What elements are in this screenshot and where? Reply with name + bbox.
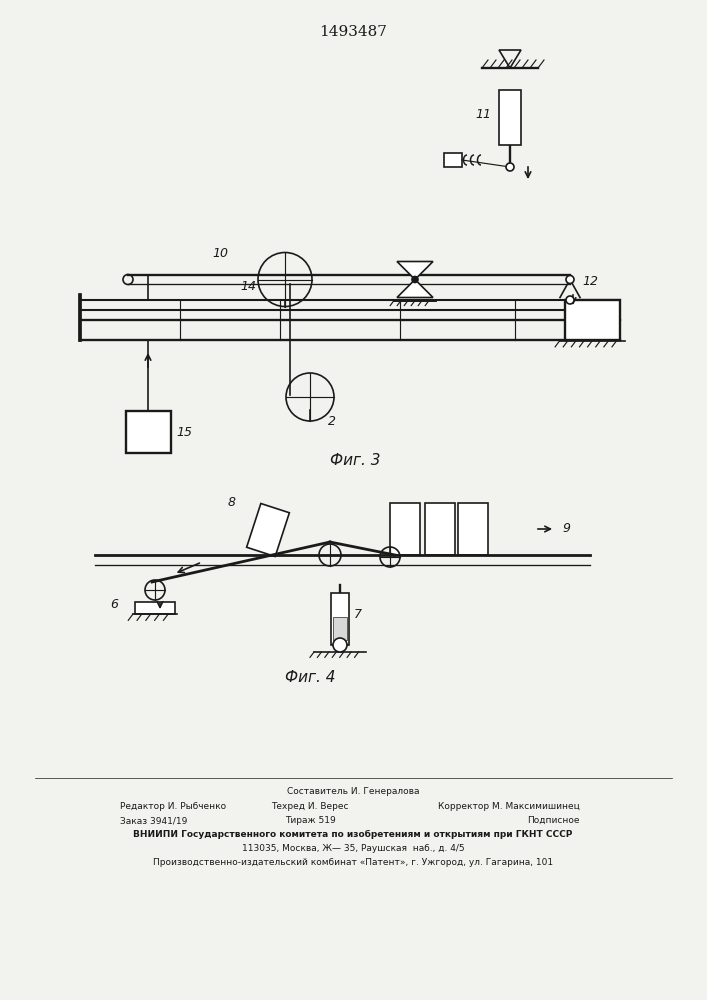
Text: Подписное: Подписное [527, 816, 580, 825]
Bar [499, 90, 521, 145]
Circle shape [506, 163, 514, 171]
Text: 2: 2 [328, 415, 336, 428]
Text: 113035, Москва, Ж— 35, Раушская  наб., д. 4/5: 113035, Москва, Ж— 35, Раушская наб., д.… [242, 844, 464, 853]
Polygon shape [397, 261, 433, 279]
Text: 9: 9 [562, 522, 570, 536]
Text: Техред И. Верес: Техред И. Верес [271, 802, 349, 811]
Circle shape [566, 275, 574, 284]
Text: Производственно-издательский комбинат «Патент», г. Ужгород, ул. Гагарина, 101: Производственно-издательский комбинат «П… [153, 858, 553, 867]
Text: Заказ 3941/19: Заказ 3941/19 [120, 816, 187, 825]
Text: 7: 7 [354, 608, 362, 621]
Bar [425, 503, 455, 555]
Text: 15: 15 [177, 426, 192, 438]
Bar [126, 411, 170, 453]
Text: 11: 11 [475, 108, 491, 121]
Bar [458, 503, 488, 555]
Text: 1493487: 1493487 [319, 25, 387, 39]
Text: Фиг. 3: Фиг. 3 [329, 453, 380, 468]
Bar [390, 503, 420, 555]
Text: Редактор И. Рыбченко: Редактор И. Рыбченко [120, 802, 226, 811]
Circle shape [412, 276, 418, 282]
Bar [565, 300, 620, 340]
Circle shape [333, 638, 347, 652]
Text: Фиг. 4: Фиг. 4 [285, 670, 335, 685]
Bar [333, 617, 347, 640]
Polygon shape [397, 279, 433, 298]
Text: 6: 6 [110, 597, 118, 610]
Polygon shape [247, 503, 289, 557]
Circle shape [566, 296, 574, 304]
Bar [135, 602, 175, 614]
Bar [444, 153, 462, 167]
Text: Корректор М. Максимишинец: Корректор М. Максимишинец [438, 802, 580, 811]
Text: Тираж 519: Тираж 519 [285, 816, 335, 825]
Text: 12: 12 [582, 275, 598, 288]
Text: 10: 10 [212, 247, 228, 260]
Text: 14: 14 [240, 280, 256, 293]
Text: Составитель И. Генералова: Составитель И. Генералова [287, 787, 419, 796]
Text: 8: 8 [228, 496, 236, 509]
Text: ВНИИПИ Государственного комитета по изобретениям и открытиям при ГКНТ СССР: ВНИИПИ Государственного комитета по изоб… [134, 830, 573, 839]
Bar [331, 593, 349, 645]
